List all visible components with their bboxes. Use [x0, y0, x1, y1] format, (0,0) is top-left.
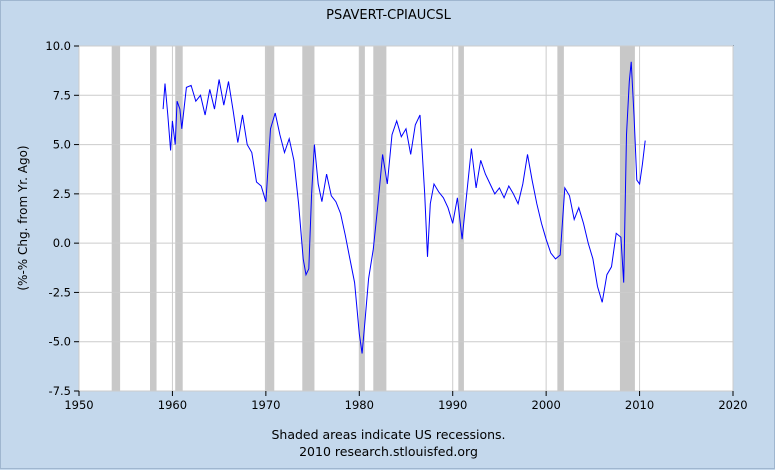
- recession-band: [619, 46, 635, 391]
- recession-band: [111, 46, 121, 391]
- y-tick-label: 7.5: [53, 88, 71, 102]
- source-note: 2010 research.stlouisfed.org: [299, 444, 478, 459]
- recession-band: [150, 46, 157, 391]
- x-tick-label: 1960: [158, 398, 187, 412]
- recession-band: [458, 46, 464, 391]
- recession-band: [264, 46, 275, 391]
- recession-band: [557, 46, 564, 391]
- x-tick-label: 2010: [625, 398, 654, 412]
- chart-title: PSAVERT-CPIAUCSL: [326, 8, 451, 23]
- x-tick-label: 2020: [718, 398, 747, 412]
- recession-band: [302, 46, 315, 391]
- y-axis-label: (%-% Chg. from Yr. Ago): [16, 145, 30, 290]
- y-tick-label: 5.0: [53, 138, 71, 152]
- y-tick-label: 0.0: [53, 236, 71, 250]
- x-tick-label: 1950: [64, 398, 93, 412]
- series-line: [162, 61, 646, 354]
- x-tick-label: 1990: [438, 398, 467, 412]
- recession-note: Shaded areas indicate US recessions.: [271, 427, 506, 442]
- y-tick-label: 10.0: [45, 39, 71, 53]
- y-tick-label: 2.5: [53, 187, 71, 201]
- x-tick-label: 2000: [532, 398, 561, 412]
- x-axis-ticks: 1950 1960 1970 1980 1990 2000 2010 2020: [64, 391, 748, 412]
- x-tick-label: 1980: [345, 398, 374, 412]
- y-axis-ticks: 10.0 7.5 5.0 2.5 0.0 -2.5 -5.0 -7.5: [45, 39, 79, 398]
- y-tick-label: -2.5: [49, 285, 71, 299]
- y-tick-label: -7.5: [49, 384, 71, 398]
- recession-band: [175, 46, 183, 391]
- recession-band: [359, 46, 365, 391]
- y-tick-label: -5.0: [49, 335, 71, 349]
- recession-band: [373, 46, 387, 391]
- x-tick-label: 1970: [251, 398, 280, 412]
- recession-bands: [111, 46, 635, 391]
